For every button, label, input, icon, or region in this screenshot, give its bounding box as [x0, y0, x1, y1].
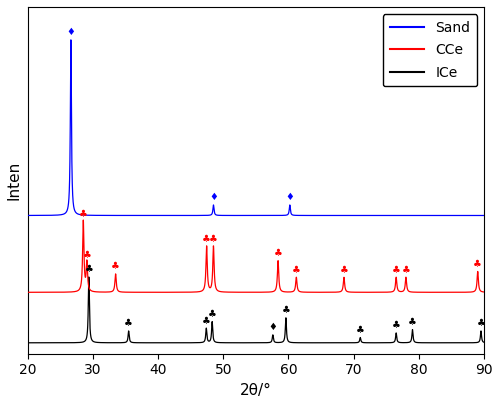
- Text: ♦: ♦: [66, 27, 76, 36]
- Text: ♣: ♣: [340, 264, 348, 275]
- Text: ♣: ♣: [282, 305, 290, 315]
- Text: ♣: ♣: [392, 320, 400, 330]
- Text: ♣: ♣: [474, 259, 482, 269]
- Text: ♣: ♣: [111, 261, 120, 271]
- X-axis label: 2θ/°: 2θ/°: [240, 383, 272, 398]
- Text: ♣: ♣: [274, 248, 282, 258]
- Text: ♦: ♦: [209, 192, 218, 202]
- Text: ♦: ♦: [268, 322, 277, 332]
- Y-axis label: Inten: Inten: [7, 161, 22, 200]
- Text: ♣: ♣: [202, 315, 210, 326]
- Text: ♦: ♦: [286, 192, 294, 202]
- Text: ♣: ♣: [124, 318, 133, 328]
- Text: ♣: ♣: [402, 264, 410, 275]
- Text: ♣: ♣: [202, 234, 211, 244]
- Text: ♣: ♣: [208, 309, 216, 319]
- Text: ♣: ♣: [292, 264, 300, 275]
- Text: ♣: ♣: [392, 264, 400, 275]
- Text: ♣: ♣: [84, 264, 93, 274]
- Text: ♣: ♣: [356, 325, 364, 335]
- Text: ♣: ♣: [476, 318, 486, 328]
- Text: ♣: ♣: [82, 250, 92, 260]
- Text: ♣: ♣: [408, 317, 417, 327]
- Text: ♣: ♣: [209, 234, 218, 244]
- Text: ♣: ♣: [79, 209, 88, 219]
- Legend: Sand, CCe, ICe: Sand, CCe, ICe: [382, 14, 478, 86]
